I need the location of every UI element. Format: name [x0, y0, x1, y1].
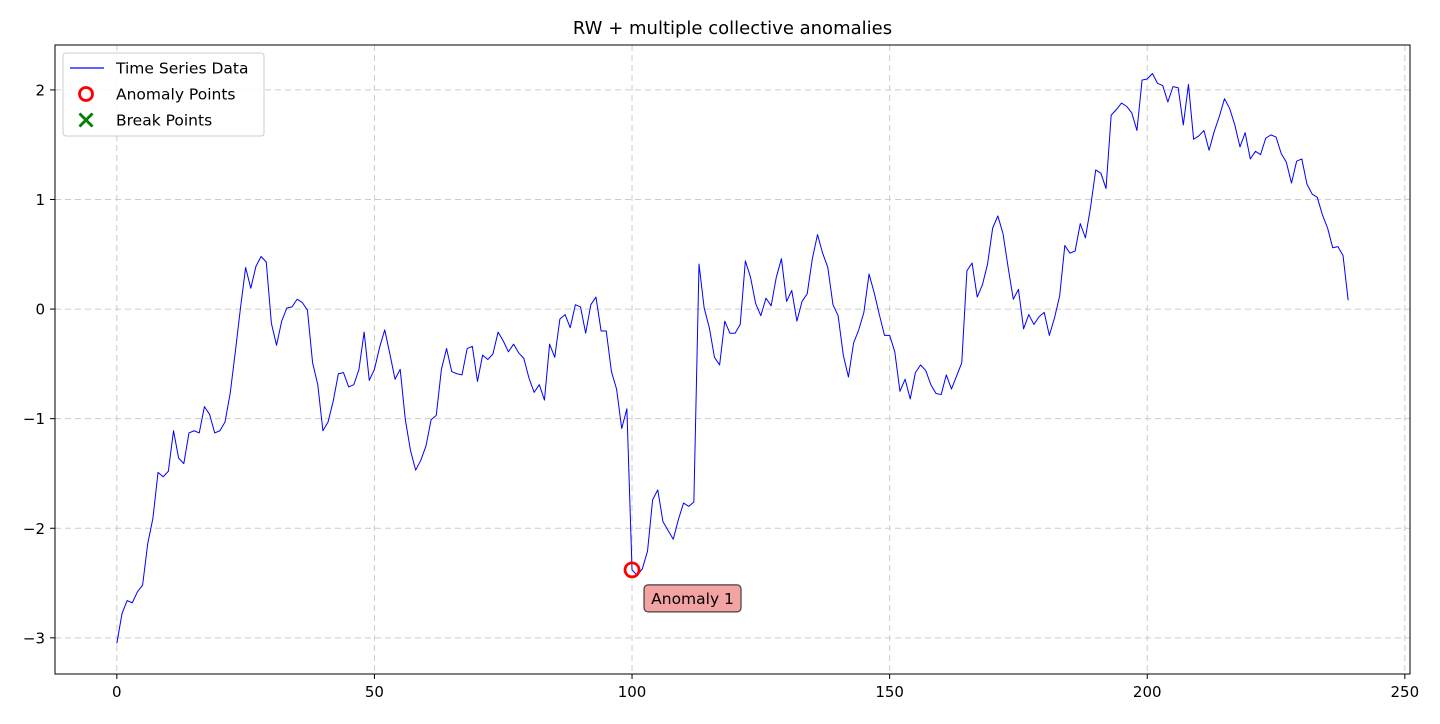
- anomaly-layer: [623, 561, 641, 579]
- legend-label: Break Points: [116, 112, 212, 130]
- legend-x-marker: [78, 112, 94, 128]
- plot-frame: [54, 44, 1411, 675]
- axis-ticks: 0 50 100 150 200 250 −3 −2 −1 0 1 2: [23, 81, 1419, 701]
- y-tick-label: −3: [23, 629, 45, 647]
- legend: Time Series Data Anomaly Points Break Poin…: [62, 52, 265, 137]
- legend-label: Time Series Data: [115, 60, 248, 78]
- gridlines: [55, 45, 1410, 674]
- x-tick-label: 100: [618, 683, 647, 701]
- annotation-box: [643, 584, 742, 613]
- chart-title: RW + multiple collective anomalies: [573, 18, 892, 39]
- legend-box: [62, 52, 265, 137]
- anomaly-point-marker: [623, 561, 641, 579]
- x-tick-label: 250: [1391, 683, 1420, 701]
- series-layer: [116, 72, 1349, 644]
- y-tick-label: 2: [35, 81, 45, 99]
- y-tick-label: −2: [23, 520, 45, 538]
- x-tick-label: 0: [112, 683, 122, 701]
- x-tick-label: 50: [365, 683, 384, 701]
- x-tick-label: 200: [1133, 683, 1162, 701]
- legend-circle-marker: [78, 86, 94, 102]
- legend-label: Anomaly Points: [116, 86, 235, 104]
- y-tick-label: 1: [35, 191, 45, 209]
- y-tick-label: 0: [35, 301, 45, 319]
- x-tick-label: 150: [875, 683, 904, 701]
- series-line-time-series-data: [116, 72, 1349, 644]
- annotation-label: Anomaly 1: [651, 590, 734, 608]
- y-tick-label: −1: [23, 410, 45, 428]
- annotation-layer: Anomaly 1: [643, 584, 742, 613]
